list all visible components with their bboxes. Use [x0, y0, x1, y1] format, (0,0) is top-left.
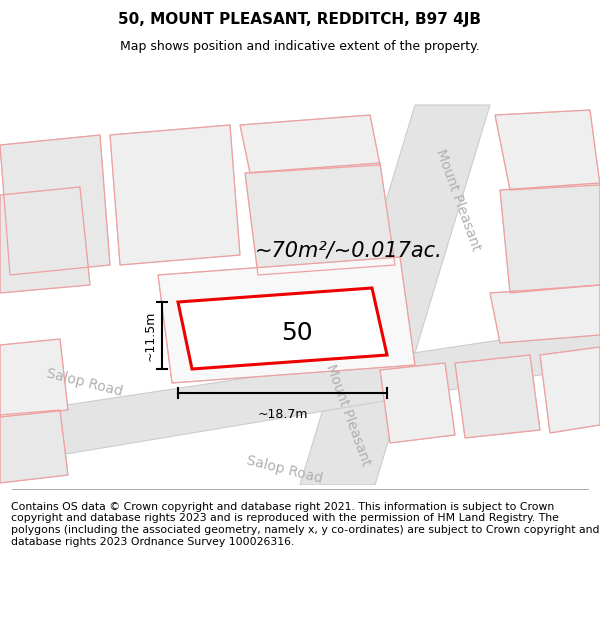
Polygon shape — [500, 183, 600, 293]
Polygon shape — [110, 125, 240, 265]
Polygon shape — [490, 285, 600, 343]
Text: ~18.7m: ~18.7m — [257, 408, 308, 421]
Polygon shape — [0, 135, 110, 275]
Polygon shape — [0, 410, 68, 483]
Polygon shape — [245, 163, 395, 275]
Polygon shape — [540, 347, 600, 433]
Polygon shape — [300, 105, 490, 485]
Text: Mount Pleasant: Mount Pleasant — [323, 362, 373, 468]
Polygon shape — [0, 187, 90, 293]
Text: ~11.5m: ~11.5m — [143, 310, 157, 361]
Polygon shape — [495, 110, 600, 190]
Polygon shape — [178, 288, 387, 369]
Text: Map shows position and indicative extent of the property.: Map shows position and indicative extent… — [120, 39, 480, 52]
Polygon shape — [0, 325, 600, 465]
Polygon shape — [158, 257, 415, 383]
Text: Salop Road: Salop Road — [46, 367, 125, 399]
Polygon shape — [380, 363, 455, 443]
Text: ~70m²/~0.017ac.: ~70m²/~0.017ac. — [255, 240, 443, 260]
Polygon shape — [0, 339, 68, 417]
Polygon shape — [455, 355, 540, 438]
Polygon shape — [240, 115, 380, 173]
Text: 50, MOUNT PLEASANT, REDDITCH, B97 4JB: 50, MOUNT PLEASANT, REDDITCH, B97 4JB — [119, 12, 482, 27]
Text: Mount Pleasant: Mount Pleasant — [433, 148, 483, 253]
Text: Salop Road: Salop Road — [245, 454, 325, 486]
Text: 50: 50 — [281, 321, 313, 346]
Text: Contains OS data © Crown copyright and database right 2021. This information is : Contains OS data © Crown copyright and d… — [11, 502, 599, 547]
